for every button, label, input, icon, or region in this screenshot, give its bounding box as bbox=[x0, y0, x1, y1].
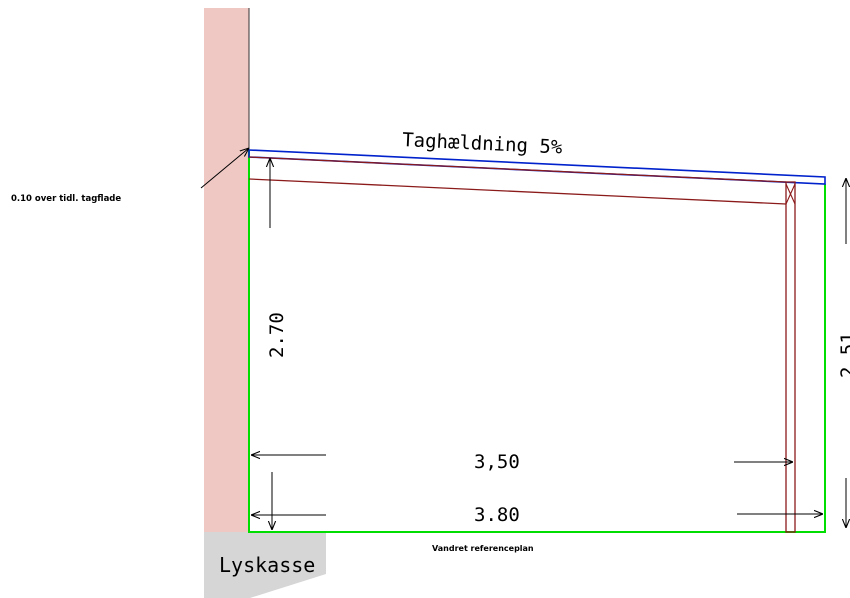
roof-pitch-label: Taghældning 5% bbox=[402, 129, 564, 159]
above-old-roof-label: 0.10 over tidl. tagflade bbox=[11, 194, 121, 204]
rafter-top-line bbox=[248, 156, 787, 183]
height-right-label: 2.51 bbox=[837, 332, 850, 378]
leader-line bbox=[200, 148, 249, 189]
height-left-label: 2.70 bbox=[266, 312, 288, 358]
existing-wall bbox=[204, 8, 249, 532]
corner-post bbox=[785, 181, 796, 533]
width-outer-label: 3.80 bbox=[474, 504, 520, 526]
extension-outline bbox=[248, 150, 826, 533]
post-cross-b bbox=[785, 183, 796, 205]
width-inner-label: 3,50 bbox=[474, 451, 520, 473]
light-well-shape bbox=[204, 532, 326, 598]
rafter-bottom-line bbox=[248, 178, 787, 205]
reference-plane-label: Vandret referenceplan bbox=[432, 544, 534, 553]
light-well-label: Lyskasse bbox=[219, 553, 315, 577]
